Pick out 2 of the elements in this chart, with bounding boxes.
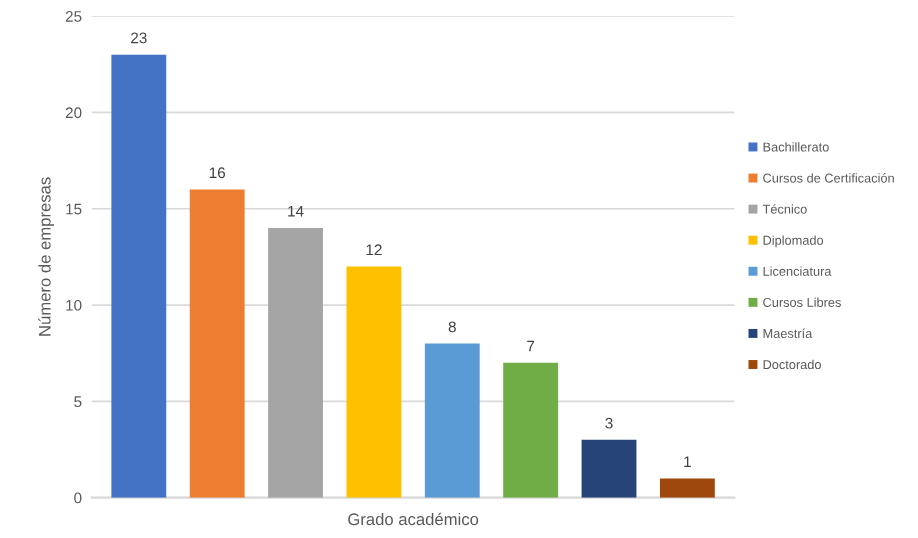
y-axis-title: Número de empresas xyxy=(38,177,54,336)
x-axis-title: Grado académico xyxy=(348,512,479,526)
